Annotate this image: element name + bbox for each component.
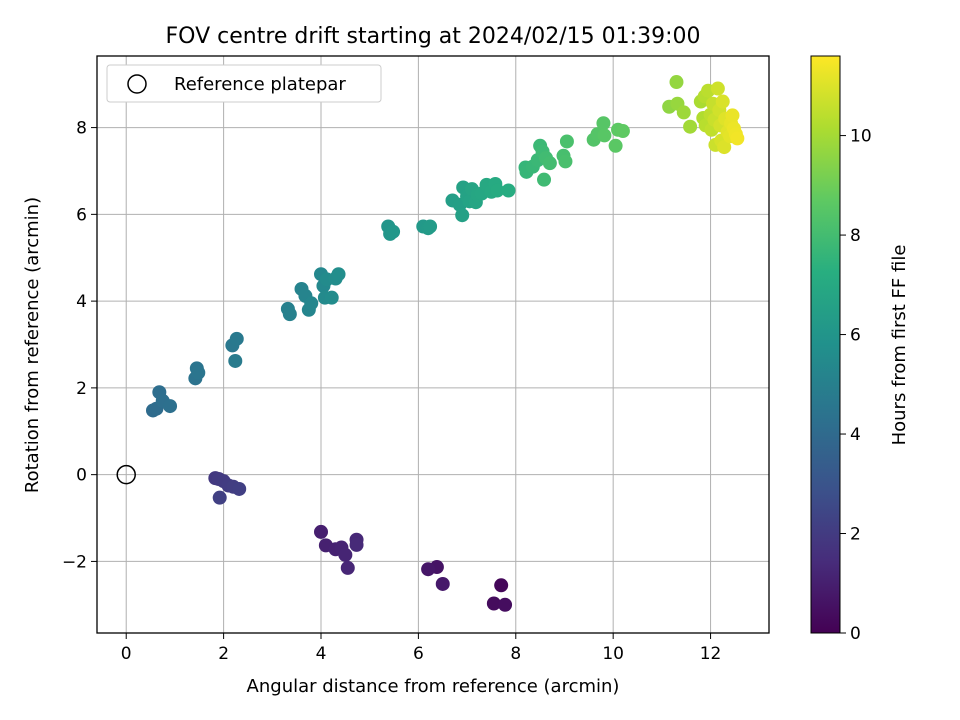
x-tick-label: 6: [413, 644, 424, 664]
data-point: [717, 140, 732, 155]
x-tick-label: 2: [218, 644, 229, 664]
legend: Reference platepar: [106, 64, 382, 103]
data-point: [304, 296, 319, 311]
legend-entry: Reference platepar: [174, 74, 346, 95]
data-point: [596, 116, 611, 131]
data-point: [435, 576, 450, 591]
data-point: [421, 562, 436, 577]
x-ticks: 0 2 4 6 8 10 12: [121, 633, 722, 664]
legend-box: [106, 64, 382, 103]
colorbar-tick-label: 0: [850, 624, 861, 644]
colorbar: 0 2 4 6 8 10 Hours from first FF file: [810, 55, 910, 644]
data-point: [676, 105, 691, 120]
data-point: [725, 108, 740, 123]
data-point: [386, 224, 401, 239]
y-tick-label: 0: [76, 466, 87, 486]
data-point: [232, 481, 247, 496]
data-point: [537, 172, 552, 187]
y-axis-label: Rotation from reference (arcmin): [22, 197, 43, 493]
data-point: [490, 183, 505, 198]
x-axis-label: Angular distance from reference (arcmin): [247, 676, 620, 697]
x-tick-label: 12: [700, 644, 722, 664]
data-point: [455, 208, 470, 223]
data-point: [340, 560, 355, 575]
grid: [97, 56, 769, 633]
y-tick-label: 6: [76, 205, 87, 225]
data-point: [212, 490, 227, 505]
data-point: [228, 353, 243, 368]
data-point: [715, 94, 730, 109]
colorbar-tick-label: 4: [850, 425, 861, 445]
colorbar-tick-label: 8: [850, 226, 861, 246]
colorbar-ticks: 0 2 4 6 8 10: [840, 127, 872, 644]
data-point: [338, 547, 353, 562]
data-point: [229, 331, 244, 346]
data-point: [608, 138, 623, 153]
colorbar-tick-label: 10: [850, 127, 872, 147]
colorbar-gradient: [810, 55, 841, 634]
colorbar-tick-label: 6: [850, 326, 861, 346]
data-point: [558, 154, 573, 169]
data-point: [486, 596, 501, 611]
y-tick-label: 2: [76, 379, 87, 399]
reference-marker: [116, 464, 136, 485]
data-points: [146, 75, 745, 612]
legend-marker: [127, 74, 147, 94]
colorbar-tick-label: 2: [850, 525, 861, 545]
data-point: [730, 131, 745, 146]
y-ticks: −2 0 2 4 6 8: [62, 119, 97, 572]
x-tick-label: 8: [510, 644, 521, 664]
data-point: [669, 75, 684, 90]
data-point: [710, 81, 725, 96]
data-point: [282, 307, 297, 322]
data-point: [191, 365, 206, 380]
x-tick-label: 10: [602, 644, 624, 664]
plot-frame: [96, 55, 770, 634]
data-point: [423, 219, 438, 234]
data-point: [324, 290, 339, 305]
data-point: [501, 183, 516, 198]
data-point: [559, 134, 574, 149]
y-tick-label: −2: [62, 552, 87, 572]
data-point: [498, 597, 513, 612]
y-tick-label: 4: [76, 292, 87, 312]
data-point: [314, 524, 328, 539]
x-tick-label: 4: [316, 644, 327, 664]
data-point: [615, 124, 630, 139]
y-tick-label: 8: [76, 119, 87, 139]
data-point: [331, 267, 346, 282]
data-point: [494, 578, 509, 593]
data-point: [163, 399, 178, 414]
data-point: [349, 537, 364, 552]
x-tick-label: 0: [121, 644, 132, 664]
data-point: [542, 156, 557, 171]
data-point: [597, 128, 612, 143]
colorbar-label: Hours from first FF file: [889, 245, 910, 446]
data-point: [683, 119, 698, 134]
chart-title: FOV centre drift starting at 2024/02/15 …: [166, 24, 701, 49]
